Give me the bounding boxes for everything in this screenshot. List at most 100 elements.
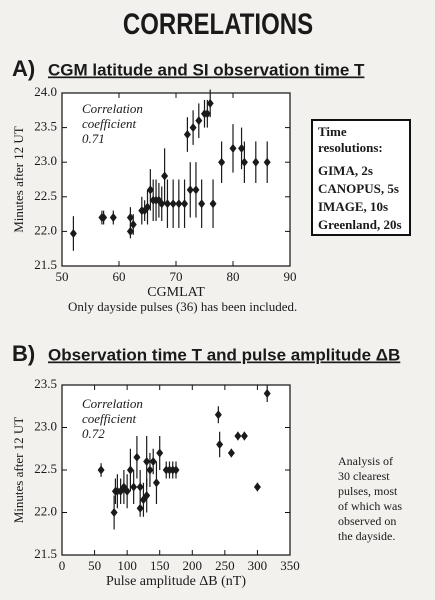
box-title: Time (318, 124, 347, 139)
annotation: Correlation (82, 101, 143, 116)
annotation: 0.72 (82, 426, 105, 441)
data-point (152, 478, 160, 488)
x-tick-label: 0 (59, 558, 66, 573)
x-tick-label: 250 (215, 558, 235, 573)
data-point (69, 228, 77, 238)
data-point (100, 213, 108, 223)
data-point (192, 185, 200, 195)
data-point (238, 143, 246, 153)
side-note: Analysis of (338, 454, 393, 468)
data-point (129, 219, 137, 229)
data-point (172, 465, 180, 475)
data-point (136, 503, 144, 513)
x-tick-label: 100 (117, 558, 137, 573)
y-tick-label: 23.0 (34, 418, 57, 433)
x-tick-label: 200 (183, 558, 203, 573)
data-point (126, 465, 134, 475)
x-tick-label: 50 (88, 558, 101, 573)
section-label: B) (12, 341, 35, 366)
data-point (123, 486, 131, 496)
x-tick-label: 150 (150, 558, 170, 573)
data-point (209, 199, 217, 209)
x-tick-label: 90 (284, 269, 297, 284)
data-point (175, 199, 183, 209)
y-axis-label: Minutes after 12 UT (11, 417, 26, 524)
data-point (126, 213, 134, 223)
section-heading: Observation time T and pulse amplitude Δ… (48, 345, 400, 364)
y-tick-label: 23.5 (34, 376, 57, 391)
x-axis-label: CGMLAT (147, 285, 205, 300)
data-point (158, 199, 166, 209)
data-point (234, 431, 242, 441)
box-item: GIMA, 2s (318, 163, 373, 178)
x-tick-label: 80 (227, 269, 240, 284)
y-tick-label: 21.5 (34, 257, 57, 272)
data-point (143, 457, 151, 466)
y-tick-label: 24.0 (34, 84, 57, 99)
data-point (240, 157, 248, 167)
side-note: the dayside. (338, 529, 395, 543)
data-point (189, 123, 197, 133)
side-note: of which was (338, 499, 402, 513)
data-point (156, 448, 164, 458)
data-point (181, 199, 189, 209)
y-tick-label: 22.5 (34, 188, 57, 203)
data-point (229, 143, 237, 153)
page-title: CORRELATIONS (123, 6, 313, 40)
data-point (144, 202, 151, 212)
x-axis-label: Pulse amplitude ΔB (nT) (106, 574, 246, 589)
data-point (252, 157, 260, 167)
data-point (126, 226, 134, 236)
data-point (143, 491, 151, 500)
side-note: observed on (338, 514, 396, 528)
data-point (149, 457, 157, 466)
data-point (263, 157, 271, 167)
box-item: CANOPUS, 5s (318, 181, 399, 196)
data-point (146, 185, 154, 195)
y-tick-label: 21.5 (34, 546, 57, 561)
data-point (97, 465, 105, 475)
data-point (186, 185, 194, 195)
data-point (109, 213, 117, 223)
data-point (206, 98, 214, 108)
section-heading: CGM latitude and SI observation time T (48, 60, 365, 79)
data-point (253, 482, 261, 492)
data-point (203, 109, 211, 119)
y-tick-label: 23.5 (34, 119, 57, 134)
data-point (110, 508, 118, 517)
data-point (218, 157, 226, 167)
annotation: 0.71 (82, 131, 105, 146)
box-title: resolutions: (318, 140, 383, 155)
data-point (214, 410, 222, 420)
data-point (198, 199, 206, 209)
y-tick-label: 22.0 (34, 503, 57, 518)
y-axis-label: Minutes after 12 UT (11, 126, 26, 233)
y-tick-label: 22.0 (34, 222, 57, 237)
data-point (133, 452, 141, 462)
annotation: coefficient (82, 411, 137, 426)
x-tick-label: 70 (170, 269, 183, 284)
data-point (136, 482, 144, 492)
note: Only dayside pulses (36) has been includ… (68, 299, 297, 314)
data-point (216, 440, 224, 449)
annotation: Correlation (82, 396, 143, 411)
data-point (169, 199, 177, 209)
data-point (146, 465, 154, 475)
data-point (161, 171, 169, 181)
x-tick-label: 300 (248, 558, 268, 573)
data-point (163, 199, 171, 209)
x-tick-label: 350 (280, 558, 300, 573)
box-item: IMAGE, 10s (318, 199, 388, 214)
side-note: 30 clearest (338, 469, 390, 483)
data-point (240, 431, 248, 441)
y-tick-label: 22.5 (34, 461, 57, 476)
x-tick-label: 60 (113, 269, 126, 284)
data-point (227, 448, 235, 458)
y-tick-label: 23.0 (34, 153, 57, 168)
data-point (195, 116, 203, 126)
resolution-box (311, 119, 411, 236)
section-label: A) (12, 56, 35, 81)
data-point (130, 482, 138, 492)
side-note: pulses, most (338, 484, 398, 498)
